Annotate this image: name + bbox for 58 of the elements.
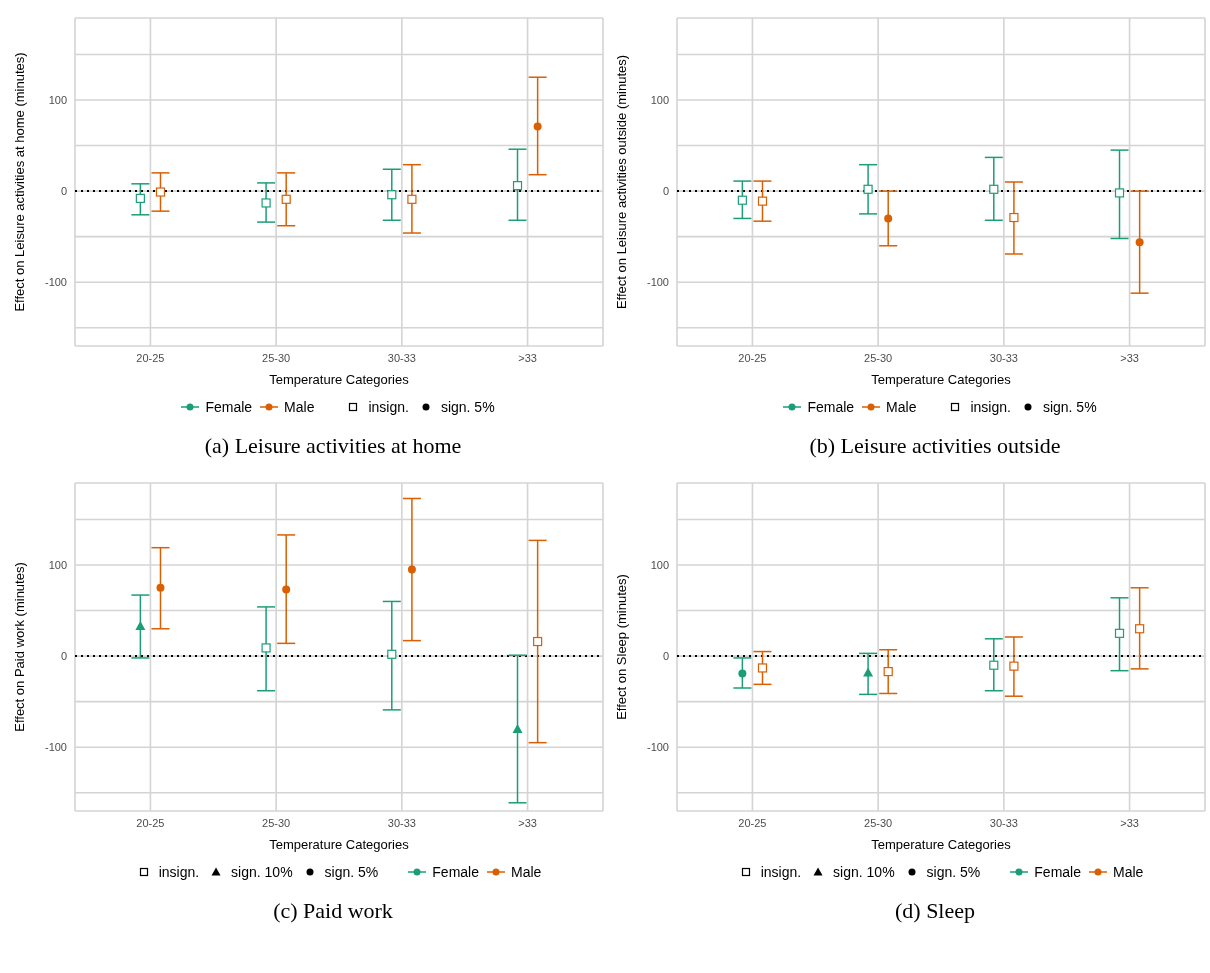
y-tick-label: -100 <box>646 276 669 289</box>
x-axis-title: Temperature Categories <box>269 837 410 852</box>
legend-label: Male <box>510 864 542 880</box>
legend-label: Male <box>886 399 917 415</box>
x-tick-label: >33 <box>518 351 537 364</box>
y-tick-label: -100 <box>646 741 669 754</box>
legend-label: sign. 10% <box>231 864 293 880</box>
x-tick-label: >33 <box>1120 816 1139 829</box>
legend-label: insign. <box>760 864 802 880</box>
x-tick-label: 20-25 <box>738 816 767 829</box>
x-tick-label: 30-33 <box>387 816 416 829</box>
text: (d) Sleep <box>894 898 976 924</box>
legend-label: Female <box>205 399 253 415</box>
y-tick-label: -100 <box>44 741 67 754</box>
y-tick-label: 100 <box>48 93 67 106</box>
y-tick-label: 100 <box>48 558 67 571</box>
y-axis-title: Effect on Paid work (minutes) <box>11 562 27 732</box>
text: (a) Leisure activities at home <box>203 433 463 459</box>
legend-label: insign. <box>158 864 200 880</box>
legend-label: insign. <box>368 399 409 415</box>
y-tick-label: 0 <box>60 650 67 663</box>
y-tick-label: 100 <box>650 93 669 106</box>
x-axis-title: Temperature Categories <box>871 837 1012 852</box>
x-axis-title: Temperature Categories <box>871 372 1012 387</box>
legend-label: sign. 5% <box>440 399 495 415</box>
text: (b) Leisure activities outside <box>808 433 1062 459</box>
y-axis-title: Effect on Leisure activities outside (minutes) <box>613 54 629 310</box>
y-tick-label: 0 <box>60 185 67 198</box>
x-tick-label: 25-30 <box>864 816 893 829</box>
y-axis-title: Effect on Sleep (minutes) <box>613 574 629 720</box>
legend-label: insign. <box>970 399 1011 415</box>
x-tick-label: 25-30 <box>262 351 291 364</box>
x-tick-label: 20-25 <box>136 351 165 364</box>
x-axis-title: Temperature Categories <box>269 372 410 387</box>
x-tick-label: 30-33 <box>989 816 1018 829</box>
x-tick-label: 20-25 <box>738 351 767 364</box>
y-tick-label: 0 <box>662 650 669 663</box>
x-tick-label: 25-30 <box>864 351 893 364</box>
legend-label: Female <box>432 864 479 880</box>
x-tick-label: 20-25 <box>136 816 165 829</box>
x-tick-label: 25-30 <box>262 816 291 829</box>
legend-label: sign. 10% <box>833 864 895 880</box>
legend-label: sign. 5% <box>324 864 379 880</box>
legend-label: Male <box>284 399 315 415</box>
x-tick-label: >33 <box>1120 351 1139 364</box>
legend-label: Female <box>1034 864 1081 880</box>
x-tick-label: >33 <box>518 816 537 829</box>
y-axis-title: Effect on Leisure activities at home (minutes) <box>11 52 27 312</box>
y-tick-label: 0 <box>662 185 669 198</box>
y-tick-label: -100 <box>44 276 67 289</box>
legend-label: Male <box>1112 864 1144 880</box>
x-tick-label: 30-33 <box>387 351 416 364</box>
legend-label: Female <box>807 399 855 415</box>
y-tick-label: 100 <box>650 558 669 571</box>
legend-label: sign. 5% <box>1042 399 1097 415</box>
x-tick-label: 30-33 <box>989 351 1018 364</box>
legend-label: sign. 5% <box>926 864 981 880</box>
text: (c) Paid work <box>272 898 394 924</box>
